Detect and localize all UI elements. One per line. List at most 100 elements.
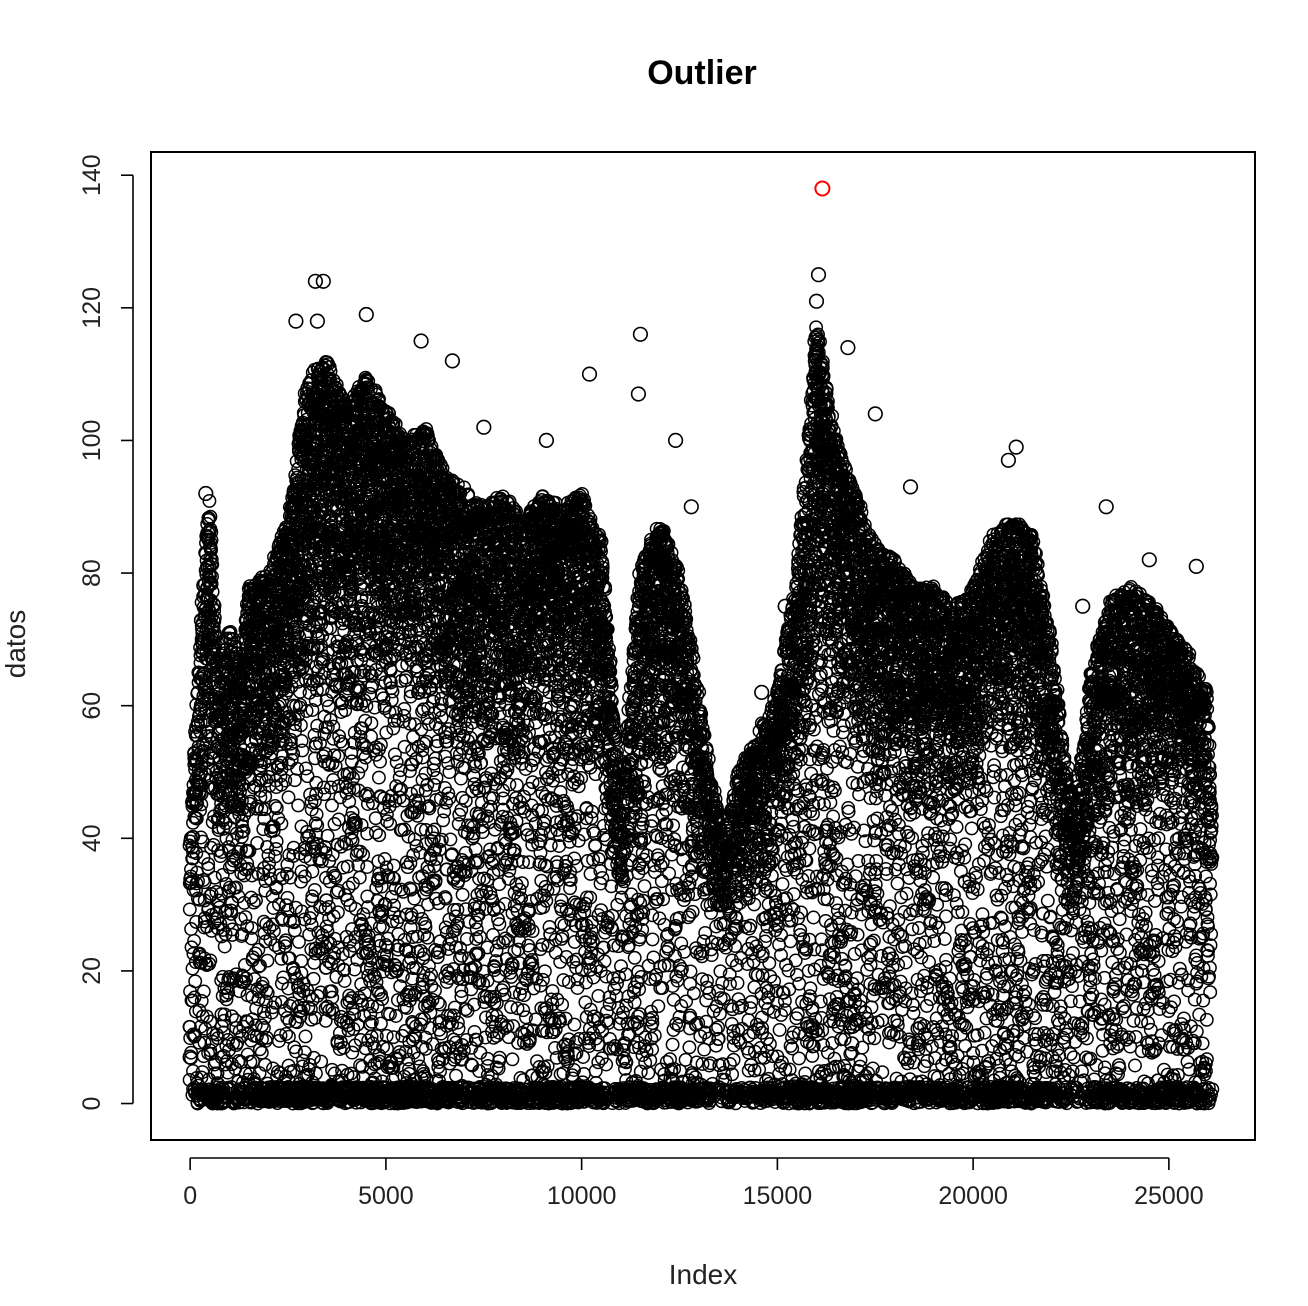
data-point [386, 858, 401, 873]
data-point [214, 929, 229, 944]
data-point [189, 876, 204, 891]
data-point [192, 946, 207, 961]
data-point [204, 576, 219, 591]
data-point [233, 784, 247, 799]
data-point [371, 770, 386, 785]
data-point [225, 927, 240, 942]
data-point [244, 920, 259, 935]
data-point [220, 1065, 235, 1080]
data-point [219, 992, 234, 1007]
data-point [372, 828, 387, 843]
data-point [245, 868, 259, 883]
data-point [429, 770, 444, 785]
data-point [203, 728, 217, 743]
data-point [200, 919, 214, 934]
data-point [298, 1029, 313, 1044]
data-point [216, 1025, 231, 1040]
data-point [248, 1018, 263, 1033]
data-point [219, 988, 234, 1003]
data-point [199, 958, 214, 973]
data-point [235, 927, 250, 942]
data-point [287, 773, 302, 788]
data-point [236, 823, 251, 838]
data-point [217, 1007, 232, 1022]
chart-title: Outlier [647, 54, 757, 92]
data-point [294, 954, 309, 968]
data-point [224, 1057, 239, 1072]
data-point [239, 971, 254, 986]
data-point [240, 1047, 255, 1062]
data-point [306, 1050, 321, 1065]
data-point [226, 853, 241, 868]
data-point [205, 557, 220, 572]
data-point [194, 955, 209, 970]
data-point [360, 860, 375, 874]
data-point [291, 798, 306, 813]
data-point [247, 972, 262, 987]
data-point [248, 946, 263, 961]
data-point [314, 1054, 329, 1069]
data-point [222, 880, 237, 895]
data-point [238, 958, 252, 972]
data-point [202, 560, 217, 575]
data-point [182, 902, 197, 917]
data-point [189, 811, 204, 826]
data-point [297, 1045, 312, 1060]
data-point [194, 786, 209, 801]
data-point [223, 624, 238, 639]
data-point [208, 695, 223, 710]
data-point [246, 895, 261, 910]
data-point [235, 802, 250, 816]
data-point [207, 870, 222, 885]
data-point [203, 953, 218, 968]
data-point [187, 933, 202, 948]
data-point [222, 915, 237, 930]
data-point [189, 846, 204, 861]
data-point [320, 828, 335, 843]
data-point [237, 807, 252, 822]
data-point [244, 931, 259, 946]
data-point [208, 629, 223, 644]
data-point [196, 984, 211, 999]
data-point [249, 1001, 264, 1016]
data-point [380, 1041, 394, 1056]
data-point [194, 797, 209, 812]
data-point [300, 769, 315, 784]
data-point [234, 793, 249, 808]
data-point [188, 974, 203, 989]
data-point [201, 861, 216, 876]
data-point [198, 675, 213, 690]
data-point [192, 1035, 207, 1050]
data-point [202, 493, 217, 508]
data-point [250, 836, 265, 850]
data-point [217, 939, 232, 954]
data-point [194, 993, 209, 1008]
data-point [201, 511, 216, 525]
data-point [287, 923, 302, 938]
data-point [210, 1066, 225, 1081]
data-point [235, 968, 250, 983]
data-point [229, 880, 244, 895]
data-point [222, 1043, 236, 1058]
data-point [254, 1045, 269, 1060]
data-point [368, 825, 383, 840]
data-point [379, 725, 394, 740]
data-point [196, 744, 211, 758]
data-point [396, 793, 411, 808]
points-layer [182, 320, 1220, 1111]
data-point [327, 1066, 342, 1081]
data-point [219, 877, 234, 891]
data-point [231, 844, 246, 859]
data-point [201, 857, 216, 872]
data-point [191, 874, 205, 889]
data-point [360, 826, 375, 841]
data-point [234, 829, 249, 844]
data-point [207, 603, 222, 618]
data-point [306, 971, 321, 986]
data-point [204, 543, 218, 558]
data-point [242, 843, 257, 858]
data-point [204, 552, 219, 567]
data-point [206, 619, 221, 634]
data-point [251, 942, 266, 957]
